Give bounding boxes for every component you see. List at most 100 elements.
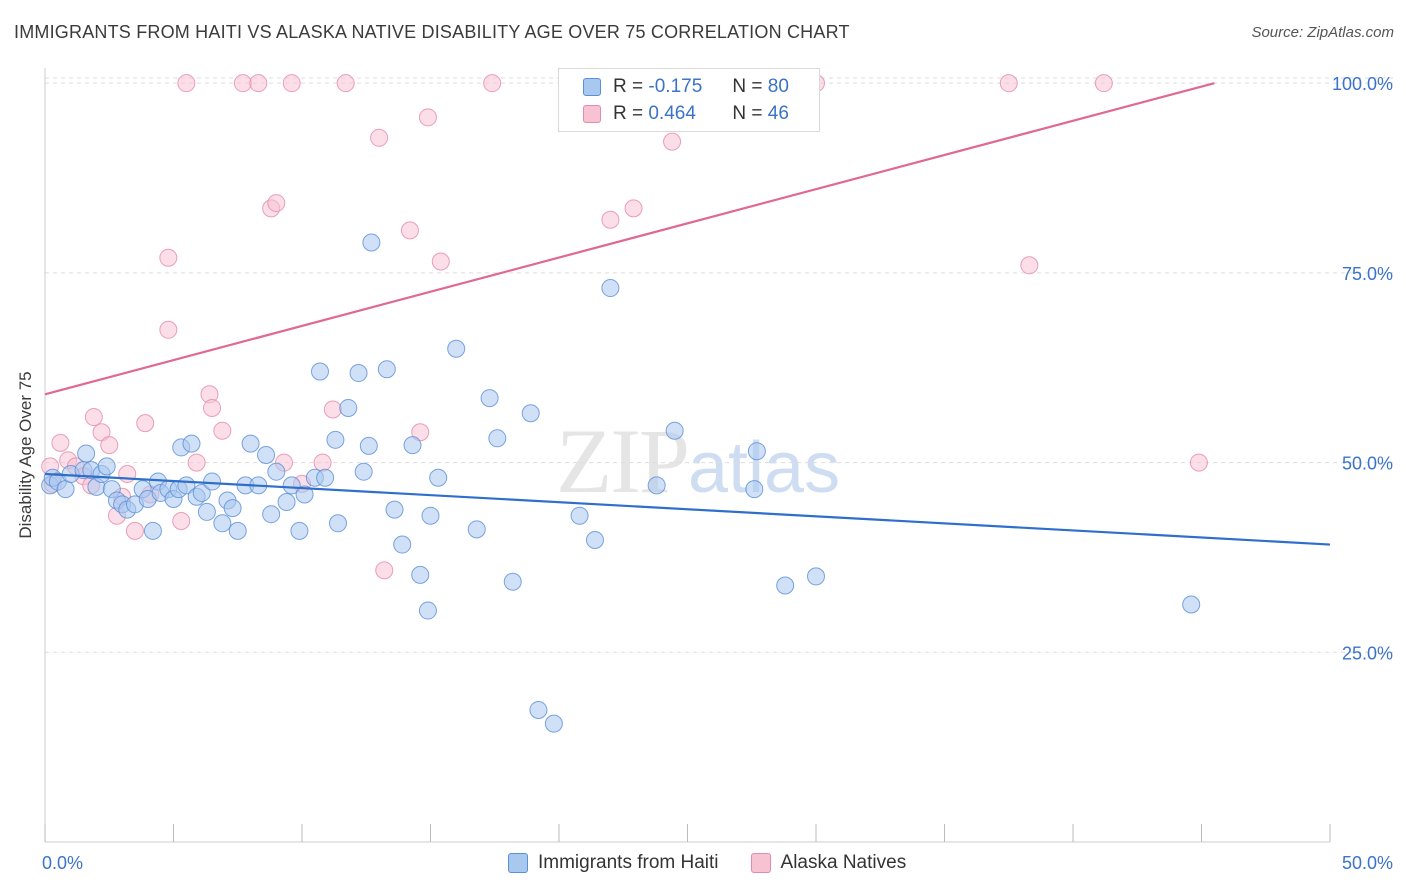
data-point-alaska (483, 74, 502, 93)
data-point-alaska (213, 421, 232, 440)
legend-swatch-pink (750, 853, 771, 873)
data-point-haiti (429, 468, 448, 487)
data-point-haiti (295, 485, 314, 504)
data-point-haiti (241, 434, 260, 453)
data-point-haiti (277, 493, 296, 512)
legend-n-label: N = (732, 76, 763, 97)
legend-n-label: N = (732, 103, 763, 124)
data-point-haiti (359, 436, 378, 455)
data-point-alaska (1189, 453, 1208, 472)
chart-title: IMMIGRANTS FROM HAITI VS ALASKA NATIVE D… (14, 22, 850, 42)
y-tick-label: 25.0% (1342, 643, 1393, 663)
data-point-haiti (807, 567, 825, 586)
data-point-haiti (377, 360, 396, 379)
data-point-haiti (665, 421, 684, 440)
legend-swatch-blue (583, 78, 601, 96)
data-point-haiti (585, 530, 604, 549)
data-point-alaska (370, 128, 389, 147)
y-tick-label: 75.0% (1342, 264, 1393, 284)
trend-line-haiti (44, 472, 1331, 546)
data-point-alaska (336, 74, 355, 93)
data-point-haiti (97, 457, 116, 476)
data-point-haiti (747, 442, 766, 461)
legend-item-haiti: Immigrants from Haiti (508, 852, 719, 874)
stats-legend: R = -0.175 N = 80 R = 0.464 N = 46 (558, 68, 820, 132)
data-point-alaska (172, 512, 191, 531)
source-note: Source: ZipAtlas.com (1251, 24, 1394, 41)
data-point-alaska (177, 74, 196, 93)
data-point-alaska (601, 210, 620, 229)
data-point-haiti (647, 476, 666, 495)
data-point-haiti (354, 462, 373, 481)
x-tick-label: 0.0% (42, 853, 83, 873)
data-point-alaska (313, 453, 332, 472)
data-point-haiti (213, 514, 232, 533)
data-point-haiti (267, 462, 286, 481)
data-point-alaska (84, 408, 103, 427)
watermark-sub: atlas (688, 428, 841, 508)
data-point-haiti (776, 576, 795, 595)
data-point-alaska (1094, 74, 1113, 93)
data-point-haiti (228, 521, 247, 540)
data-point-alaska (233, 74, 252, 93)
data-point-haiti (77, 444, 96, 463)
y-tick-label: 100.0% (1332, 74, 1393, 94)
series-legend: Immigrants from Haiti Alaska Natives (508, 852, 938, 874)
legend-swatch-pink (583, 105, 601, 123)
data-point-alaska (400, 221, 419, 240)
data-point-alaska (999, 74, 1018, 93)
data-point-haiti (411, 565, 430, 584)
trend-line-alaska (44, 82, 1215, 396)
data-point-haiti (421, 506, 440, 525)
legend-r-label: R = (613, 103, 644, 124)
data-point-alaska (159, 320, 178, 339)
data-point-haiti (447, 339, 466, 358)
legend-row-haiti: R = -0.175 N = 80 (583, 75, 789, 99)
legend-r-value: 0.464 (648, 103, 696, 124)
data-point-haiti (282, 476, 301, 495)
data-point-haiti (339, 398, 358, 417)
data-point-haiti (529, 700, 548, 719)
data-point-alaska (663, 132, 682, 151)
data-point-haiti (192, 483, 211, 502)
data-point-haiti (521, 404, 540, 423)
data-point-alaska (282, 74, 301, 93)
data-point-alaska (159, 248, 178, 267)
data-point-haiti (488, 429, 507, 448)
data-point-haiti (223, 499, 242, 518)
data-point-haiti (403, 436, 422, 455)
data-point-haiti (467, 520, 486, 539)
data-point-alaska (323, 400, 342, 419)
data-point-haiti (393, 535, 412, 554)
data-point-haiti (290, 521, 309, 540)
y-axis-label: Disability Age Over 75 (16, 371, 35, 539)
data-point-alaska (418, 108, 437, 127)
data-point-alaska (249, 74, 268, 93)
data-point-haiti (182, 434, 201, 453)
data-point-haiti (544, 714, 563, 733)
data-point-alaska (203, 398, 222, 417)
x-tick-label: 50.0% (1342, 853, 1393, 873)
y-tick-label: 50.0% (1342, 454, 1393, 474)
data-point-alaska (375, 561, 394, 580)
data-point-haiti (349, 364, 368, 383)
data-point-haiti (262, 505, 281, 524)
data-point-haiti (745, 480, 764, 499)
data-point-haiti (503, 572, 522, 591)
data-point-alaska (125, 521, 144, 540)
data-point-alaska (51, 433, 70, 452)
data-point-haiti (316, 468, 335, 487)
data-point-haiti (203, 472, 222, 491)
data-point-alaska (624, 199, 643, 218)
data-point-haiti (56, 480, 75, 499)
data-point-haiti (310, 362, 329, 381)
data-point-haiti (480, 389, 499, 408)
legend-r-value: -0.175 (648, 76, 703, 97)
data-point-haiti (601, 279, 620, 298)
legend-row-alaska: R = 0.464 N = 46 (583, 102, 789, 126)
legend-n-value: 46 (767, 103, 789, 124)
data-point-haiti (143, 521, 162, 540)
legend-item-alaska: Alaska Natives (750, 852, 906, 874)
data-point-haiti (326, 430, 345, 449)
